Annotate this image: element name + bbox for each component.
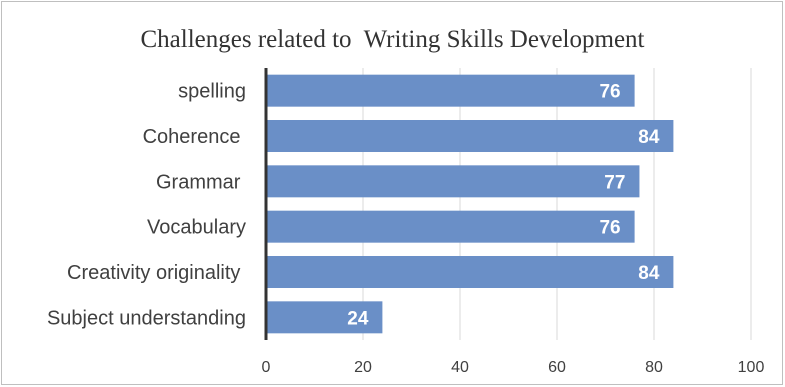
x-tick-label: 100 bbox=[738, 359, 765, 376]
category-label: Subject understanding bbox=[47, 307, 246, 329]
bar bbox=[266, 301, 383, 334]
bar bbox=[266, 165, 640, 198]
data-label: 24 bbox=[347, 308, 369, 329]
data-label: 84 bbox=[638, 127, 660, 148]
category-labels: spelling Coherence Grammar Vocabulary Crea… bbox=[47, 81, 246, 330]
data-label: 76 bbox=[599, 82, 620, 103]
bar bbox=[266, 210, 635, 243]
gridlines bbox=[362, 68, 752, 340]
category-label: Grammar bbox=[156, 171, 246, 193]
x-tick-label: 40 bbox=[451, 359, 469, 376]
x-tick-label: 80 bbox=[645, 359, 663, 376]
x-tick-labels: 0 20 40 60 80 100 bbox=[262, 359, 765, 376]
category-label: Coherence bbox=[143, 126, 246, 148]
category-label: Vocabulary bbox=[147, 217, 246, 239]
bar bbox=[266, 74, 635, 107]
x-tick-label: 60 bbox=[548, 359, 566, 376]
category-label: spelling bbox=[178, 81, 246, 103]
x-tick-label: 0 bbox=[262, 359, 271, 376]
x-tick-label: 20 bbox=[354, 359, 372, 376]
category-label: Creativity originality bbox=[67, 262, 246, 284]
bar bbox=[266, 256, 674, 288]
bar bbox=[266, 120, 674, 152]
bars: 76 84 77 76 84 24 bbox=[266, 74, 674, 334]
data-label: 77 bbox=[604, 172, 625, 193]
chart-title: Challenges related to Writing Skills Dev… bbox=[140, 26, 645, 53]
data-label: 84 bbox=[638, 263, 660, 284]
data-label: 76 bbox=[599, 218, 620, 239]
